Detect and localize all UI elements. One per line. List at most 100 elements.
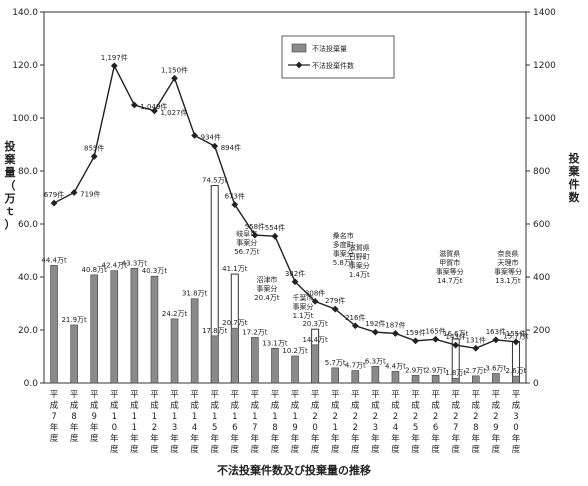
x-category-label-char: 度	[251, 444, 260, 455]
x-category-label-char: 2	[413, 412, 418, 422]
x-category-label-char: 成	[150, 400, 159, 411]
x-category-label-char: 平	[170, 390, 179, 400]
annotation-line: 20.4万t	[254, 294, 280, 302]
amount-data-label: 40.8万t	[82, 266, 108, 274]
x-category-label-char: 1	[172, 412, 177, 422]
x-category-label-char: 平	[492, 390, 501, 400]
x-category-label-char: 年	[291, 433, 300, 444]
x-category-label-char: 平	[311, 390, 320, 400]
count-data-label: 155件	[506, 329, 526, 338]
x-category-label-char: 年	[472, 433, 481, 444]
annotation-line: 56.7万t	[234, 248, 260, 256]
amount-data-label: 44.4万t	[41, 256, 67, 264]
y-left-axis-title-char: 棄	[4, 152, 17, 166]
x-category-label-char: 年	[231, 433, 240, 444]
x-category-label-char: 7	[453, 423, 458, 433]
count-data-label: 673件	[225, 192, 245, 201]
legend-box	[281, 35, 395, 79]
bar	[492, 373, 500, 384]
count-point	[512, 338, 520, 346]
legend-bar-swatch	[291, 43, 307, 53]
count-point	[251, 231, 259, 239]
x-category-label-char: 成	[210, 400, 219, 411]
amount-data-label: 1.8万t	[445, 369, 466, 377]
x-category-label-char: 成	[251, 400, 260, 411]
x-category-label-char: 4	[393, 423, 398, 433]
count-point	[392, 330, 399, 337]
x-category-label-char: 成	[391, 400, 400, 411]
x-category-label-char: 1	[152, 412, 157, 422]
x-category-label-char: 9	[91, 412, 96, 422]
annotation-line: 多度町	[333, 240, 354, 249]
x-category-label-char: 度	[210, 444, 219, 455]
y-left-axis-title-char: 投	[5, 139, 16, 153]
count-data-label: 1,049件	[140, 102, 167, 111]
x-category-label-char: 0	[312, 423, 317, 433]
x-category-label-char: 年	[150, 433, 159, 444]
y-left-tick-label: 40.0	[18, 273, 38, 283]
annotation-line: 事案等分	[494, 267, 522, 276]
annotation-line: 奈良県	[497, 249, 518, 258]
bar	[251, 337, 259, 384]
amount-data-label: 2.6万t	[506, 367, 527, 375]
x-category-label-char: 成	[50, 400, 59, 411]
x-category-label-char: 1	[132, 412, 137, 422]
x-category-label-char: 平	[110, 390, 119, 400]
y-left-axis-title-char: ｔ	[5, 205, 16, 218]
bar	[431, 375, 440, 384]
x-category-label-char: 年	[411, 433, 420, 444]
amount-data-label: 2.9万t	[405, 366, 426, 374]
amount-data-label: 24.2万t	[162, 310, 188, 318]
y-left-axis-title-char: （	[5, 179, 16, 192]
x-category-label-char: 度	[271, 444, 280, 455]
count-point	[70, 189, 78, 196]
chart-title: 不法投棄件数及び投棄量の推移	[217, 463, 371, 477]
bar	[411, 375, 420, 384]
y-right-axis-title-char: 数	[569, 190, 581, 204]
legend-label: 不法投棄件数	[312, 61, 354, 70]
annotation-line: 13.1万t	[495, 277, 521, 285]
count-data-label: 165件	[425, 326, 445, 335]
x-category-label-char: 度	[70, 433, 79, 444]
count-point	[492, 336, 500, 344]
x-category-label-char: 年	[371, 433, 380, 444]
count-point	[110, 62, 118, 70]
count-point	[50, 199, 58, 207]
x-category-label-char: 年	[50, 422, 59, 433]
count-point	[151, 107, 158, 115]
y-right-tick-label: 600	[533, 220, 550, 230]
x-category-label-char: 平	[351, 390, 360, 400]
bar	[110, 270, 119, 384]
annotation-line: 事案分	[256, 284, 277, 293]
x-category-label-char: 成	[291, 400, 300, 411]
annotation-callout: 滋賀県甲賀市事案等分 14.7万t	[436, 249, 464, 285]
x-category-label-char: 3	[172, 423, 177, 433]
x-category-label-char: 度	[150, 444, 159, 455]
x-category-label-char: 成	[70, 400, 79, 411]
annotation-line: 岐阜市	[236, 229, 257, 238]
count-data-label: 163件	[486, 327, 506, 336]
annotation-callout: 奈良県天理市事案等分 13.1万t	[494, 249, 522, 285]
bar	[311, 344, 319, 384]
amount-data-label: 10.2万t	[282, 347, 308, 355]
count-data-label: 554件	[265, 223, 285, 232]
annotation-line: 事案分	[333, 249, 354, 258]
annotation-line: 滋賀県	[439, 249, 460, 258]
x-category-label-char: 0	[513, 423, 518, 433]
x-category-label-char: 2	[152, 423, 157, 433]
annotation-line: 天理市	[497, 258, 518, 267]
count-point	[231, 201, 239, 209]
count-point	[412, 337, 419, 345]
y-right-tick-label: 0	[533, 379, 539, 389]
bar	[471, 375, 480, 384]
count-data-label: 1,027件	[160, 108, 187, 117]
x-category-label-char: 0	[112, 423, 117, 433]
y-left-tick-label: 100.0	[12, 114, 38, 124]
count-data-label: 131件	[466, 335, 486, 344]
count-point	[291, 278, 299, 286]
x-category-label-char: 年	[331, 433, 340, 444]
bar	[271, 347, 279, 384]
x-category-label-char: 2	[453, 412, 458, 422]
y-right-axis-title-char: 棄	[568, 164, 581, 178]
y-right-tick-label: 200	[533, 326, 550, 336]
